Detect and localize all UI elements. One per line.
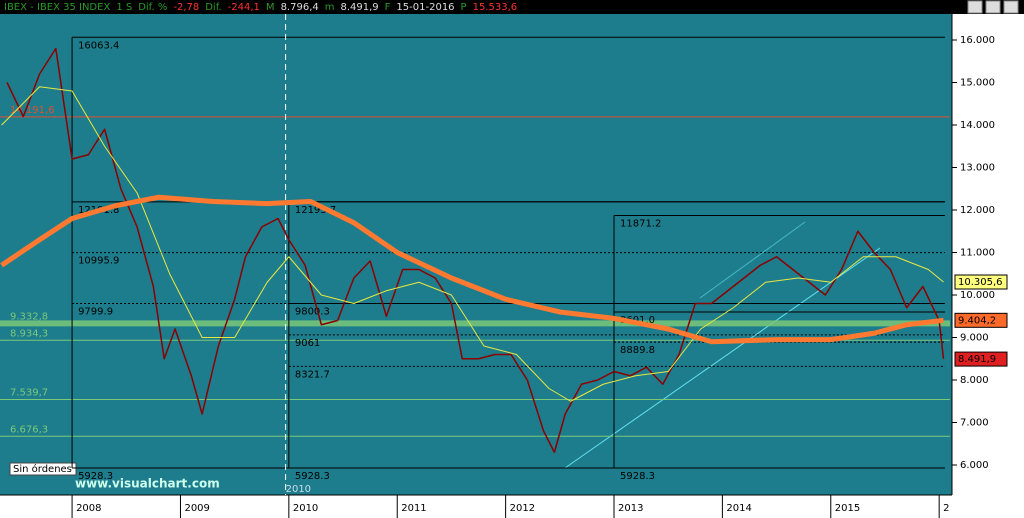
- header-field: m: [325, 2, 335, 13]
- watermark: www.visualchart.com: [75, 477, 220, 491]
- level-label: 7.539,7: [10, 388, 48, 399]
- price-tag-label: 8.491,9: [958, 354, 996, 365]
- y-tick-label: 16.000: [960, 35, 995, 46]
- x-tick-label: 2013: [618, 503, 643, 514]
- x-tick-label: 2008: [76, 503, 101, 514]
- y-tick-label: 9.000: [960, 332, 989, 343]
- level-value: 9061: [295, 338, 320, 349]
- trend-line: [564, 247, 881, 469]
- window-buttons[interactable]: [967, 0, 1019, 14]
- level-label: 9.332,8: [10, 311, 48, 322]
- cursor-label: 2010: [286, 484, 311, 495]
- x-tick-label: 2009: [184, 503, 209, 514]
- header-field: F: [385, 2, 391, 13]
- y-tick-label: 15.000: [960, 77, 995, 88]
- header-field: -2,78: [173, 2, 199, 13]
- header: IBEX - IBEX 35 INDEX 1 S Dif. % -2,78 Dif. -2…: [4, 2, 517, 13]
- header-field: 1 S: [116, 2, 132, 13]
- y-tick-label: 10.000: [960, 290, 995, 301]
- series-line: [0, 194, 944, 345]
- series-line: [6, 47, 945, 453]
- y-tick-label: 8.000: [960, 375, 989, 386]
- y-tick-label: 14.000: [960, 120, 995, 131]
- x-tick-label: 2015: [835, 503, 860, 514]
- level-label: 8.934,3: [10, 328, 48, 339]
- level-label: 6.676,3: [10, 424, 48, 435]
- status-text: Sin órdenes: [13, 463, 72, 475]
- y-tick-label: 7.000: [960, 417, 989, 428]
- header-field: 8.491,9: [340, 2, 378, 13]
- header-field: 15.533,6: [473, 2, 518, 13]
- x-tick-label: 2011: [401, 503, 426, 514]
- level-value: 5928.3: [620, 471, 655, 482]
- x-tick-label: 2014: [726, 503, 751, 514]
- header-field: 8.796,4: [281, 2, 319, 13]
- level-value: 11871.2: [620, 218, 661, 229]
- price-tag-label: 9.404,2: [958, 315, 996, 326]
- header-field: IBEX - IBEX 35 INDEX: [4, 2, 110, 13]
- price-tag: [954, 312, 1008, 328]
- channel-line: [699, 221, 806, 299]
- level-value: 16063.4: [78, 40, 119, 51]
- plot-background: [0, 14, 952, 495]
- header-field: Dif. %: [138, 2, 167, 13]
- x-tick-label: 2010: [293, 503, 318, 514]
- level-value: 5928.3: [78, 471, 113, 482]
- y-tick-label: 6.000: [960, 460, 989, 471]
- level-label: 14.191,6: [10, 105, 55, 116]
- header-field: P: [461, 2, 467, 13]
- price-tag-label: 10.305,6: [958, 277, 1003, 288]
- level-value: 10995.9: [78, 256, 119, 267]
- y-tick-label: 12.000: [960, 205, 995, 216]
- x-tick-label: 2: [943, 503, 949, 514]
- header-field: -244,1: [228, 2, 260, 13]
- header-bar: [0, 0, 1024, 14]
- y-tick-label: 13.000: [960, 162, 995, 173]
- level-value: 12193.7: [295, 205, 336, 216]
- status-box: [9, 462, 77, 476]
- header-field: 15-01-2016: [396, 2, 454, 13]
- minimize-button[interactable]: [967, 0, 983, 14]
- level-value: 8321.7: [295, 369, 330, 380]
- level-value: 5928.3: [295, 471, 330, 482]
- price-tag: [954, 274, 1008, 290]
- header-field: M: [266, 2, 275, 13]
- level-value: 9800.3: [295, 306, 330, 317]
- level-value: 8889.8: [620, 345, 655, 356]
- price-tag: [954, 351, 1008, 367]
- maximize-button[interactable]: [985, 0, 1001, 14]
- level-value: 9799.9: [78, 306, 113, 317]
- x-tick-label: 2012: [510, 503, 535, 514]
- y-tick-label: 11.000: [960, 247, 995, 258]
- header-field: Dif.: [205, 2, 221, 13]
- series-line: [1, 86, 944, 402]
- close-button[interactable]: [1003, 0, 1019, 14]
